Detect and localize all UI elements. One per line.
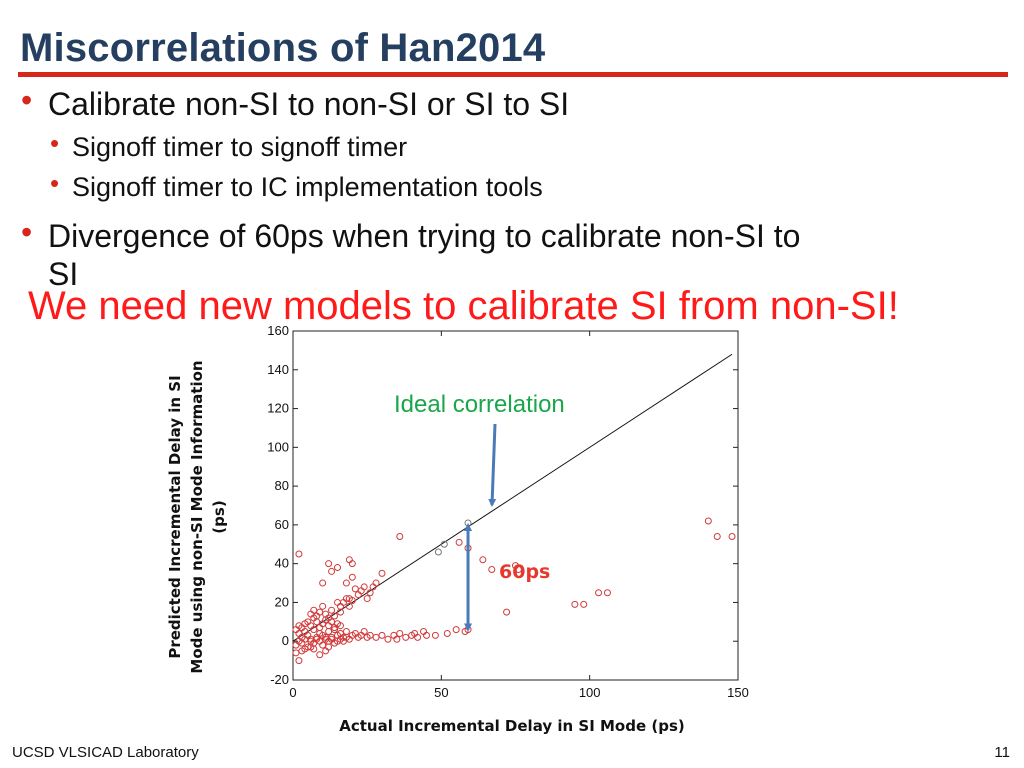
data-point [369, 583, 377, 591]
y-axis-label: Predicted Incremental Delay in SI Mode u… [166, 360, 228, 673]
data-point [402, 633, 410, 641]
annotation-arrows [464, 423, 497, 632]
data-point [452, 626, 460, 634]
data-point [310, 606, 318, 614]
data-point [351, 585, 359, 593]
data-point [319, 641, 327, 649]
ideal-pointer-arrow [488, 423, 497, 507]
data-point [431, 631, 439, 639]
y-tick-label: 100 [267, 439, 289, 454]
x-tick-label: 0 [289, 685, 296, 700]
data-point [292, 649, 300, 657]
y-axis-label-line-1: Predicted Incremental Delay in SI [166, 375, 184, 658]
y-tick-label: -20 [270, 672, 289, 687]
data-point [443, 629, 451, 637]
data-point [325, 560, 333, 568]
data-point [336, 622, 344, 630]
data-point [440, 540, 448, 548]
data-point [571, 600, 579, 608]
data-point [393, 635, 401, 643]
data-point [396, 629, 404, 637]
data-point [348, 573, 356, 581]
data-point [595, 589, 603, 597]
data-point [357, 587, 365, 595]
data-point [325, 643, 333, 651]
x-tick-label: 50 [434, 685, 448, 700]
data-point [704, 517, 712, 525]
data-point [331, 626, 339, 634]
data-point [328, 606, 336, 614]
data-point [455, 538, 463, 546]
data-point [728, 533, 736, 541]
y-tick-label: 80 [275, 478, 289, 493]
data-point [301, 645, 309, 653]
data-point [713, 533, 721, 541]
scatter-points [292, 517, 736, 665]
data-point [310, 645, 318, 653]
slide-title: Miscorrelations of Han2014 [20, 26, 546, 70]
data-point [378, 569, 386, 577]
data-point [339, 598, 347, 606]
data-point [334, 564, 341, 572]
data-point [479, 556, 487, 564]
plot-area [292, 330, 739, 681]
y-tick-label: 60 [275, 517, 289, 532]
data-point [580, 600, 588, 608]
data-point [366, 631, 374, 639]
data-point [514, 565, 522, 573]
data-point [295, 657, 303, 665]
y-axis-label-line-3: (ps) [210, 500, 228, 533]
data-point [331, 612, 339, 620]
data-point [342, 633, 350, 641]
x-tick-label: 100 [579, 685, 601, 700]
data-point [325, 614, 333, 622]
data-point [384, 635, 392, 643]
y-tick-label: 120 [267, 401, 289, 416]
data-point [423, 631, 430, 639]
data-point [301, 635, 309, 643]
data-point [503, 608, 511, 616]
ideal-correlation-line [292, 353, 733, 642]
ideal-correlation-label: Ideal correlation [394, 391, 565, 418]
plot-frame [292, 330, 739, 681]
data-point [295, 550, 303, 558]
data-point [345, 602, 353, 610]
data-point [488, 565, 496, 573]
callout-text: We need new models to calibrate SI from … [28, 284, 899, 328]
data-point [348, 560, 356, 568]
data-point [319, 602, 327, 610]
page-number: 11 [994, 744, 1010, 761]
data-point [345, 595, 353, 603]
data-point [342, 579, 350, 587]
data-point [316, 651, 324, 659]
x-tick-label: 150 [727, 685, 749, 700]
gap-60ps-label: 60ps [499, 561, 550, 583]
y-axis-label-line-2: Mode using non-SI Mode Information [188, 360, 206, 673]
data-point [366, 589, 374, 597]
data-point [396, 533, 404, 541]
footer-lab-name: UCSD VLSICAD Laboratory [12, 744, 199, 761]
data-point [360, 628, 368, 636]
data-point [372, 633, 380, 641]
data-point [319, 579, 327, 587]
x-axis-label: Actual Incremental Delay in SI Mode (ps) [339, 717, 685, 735]
data-point [328, 567, 336, 575]
y-tick-label: 160 [267, 323, 289, 338]
data-point [434, 548, 442, 556]
data-point [363, 595, 371, 603]
data-point [378, 631, 386, 639]
y-tick-label: 140 [267, 362, 289, 377]
y-tick-label: 20 [275, 594, 289, 609]
data-point [414, 633, 422, 641]
data-point [307, 622, 315, 630]
title-underline [18, 72, 1008, 77]
y-tick-label: 40 [275, 556, 289, 571]
data-point [603, 589, 611, 597]
y-tick-label: 0 [282, 633, 289, 648]
data-point [316, 608, 324, 616]
